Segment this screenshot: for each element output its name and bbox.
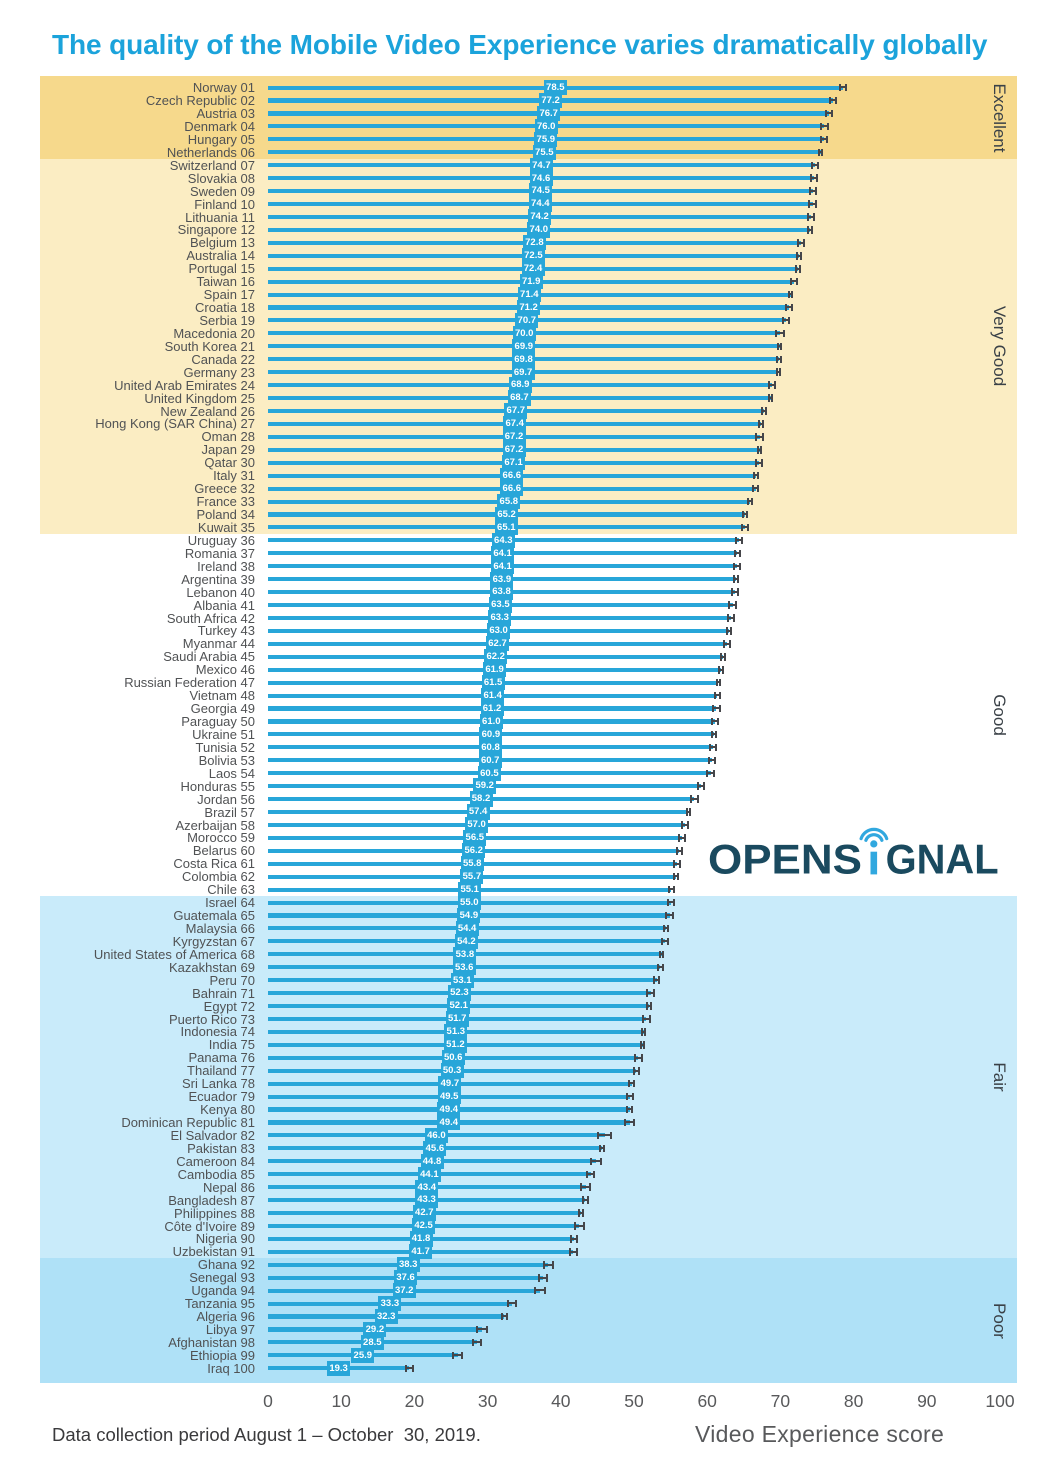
svg-text:OPENS: OPENS	[708, 836, 862, 879]
svg-text:GNAL: GNAL	[886, 836, 999, 879]
